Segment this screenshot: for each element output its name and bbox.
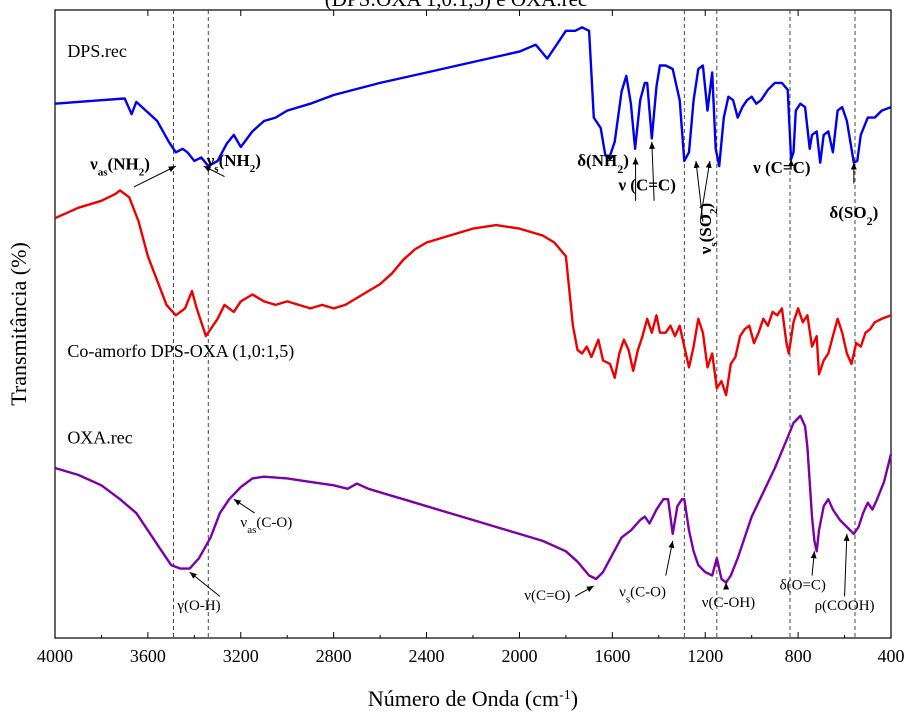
dashed-reference-lines <box>172 10 856 638</box>
series-line-1 <box>54 189 892 397</box>
chart-title: (DPS:OXA 1,0:1,5) e OXA.rec <box>0 0 912 12</box>
annotation-arrow-6 <box>693 160 704 222</box>
sub-annotation-label-0: νas(NH2) <box>89 155 150 179</box>
series-label-0: DPS.rec <box>67 41 127 61</box>
annotation-arrow-11 <box>574 585 594 597</box>
series-label-1: Co-amorfo DPS-OXA (1,0:1,5) <box>67 341 294 362</box>
annotation-arrow-1 <box>203 165 225 177</box>
spectra-series <box>54 26 893 584</box>
x-tick-label: 400 <box>878 646 905 666</box>
y-axis-label: Transmitância (%) <box>6 242 31 406</box>
x-tick-label: 4000 <box>37 646 73 666</box>
annotation-arrow-15 <box>843 533 850 597</box>
x-axis-label: Número de Onda (cm-1) <box>368 686 578 711</box>
sub-annotation-label-2: νas(C-O) <box>240 515 292 536</box>
annotation-arrow-0 <box>133 165 176 188</box>
annotation-arrow-10 <box>189 571 221 597</box>
x-axis-ticks: 4000 3600 3200 2800 2400 2000 1600 1200 800 400 <box>37 10 905 666</box>
annotation-label-7: ν(C-OH) <box>702 595 755 611</box>
x-tick-label: 1200 <box>687 646 723 666</box>
annotation-label-5: δ(O=C) <box>780 577 826 593</box>
annotation-arrow-14 <box>810 551 817 576</box>
annotation-label-0: δ(NH2) <box>577 151 629 176</box>
annotation-arrow-4 <box>649 141 656 201</box>
annotation-label-1: ν (C=C) <box>617 175 675 194</box>
annotation-label-8: γ(O-H) <box>176 598 220 614</box>
x-tick-label: 800 <box>785 646 812 666</box>
x-tick-label: 3200 <box>223 646 259 666</box>
sub-annotation-label-3: νs(C-O) <box>619 584 666 605</box>
series-labels: DPS.rec Co-amorfo DPS-OXA (1,0:1,5) OXA.re… <box>67 41 294 448</box>
x-tick-label: 2400 <box>409 646 445 666</box>
annotation-arrow-9 <box>233 498 255 514</box>
series-line-2 <box>54 414 893 584</box>
x-tick-label: 2800 <box>316 646 352 666</box>
x-tick-label: 1600 <box>594 646 630 666</box>
annotation-label-4: ν(C=O) <box>524 588 570 604</box>
sub-annotation-label-1: νs(NH2) <box>206 151 261 175</box>
series-label-2: OXA.rec <box>67 428 132 448</box>
series-line-0 <box>54 26 892 168</box>
annotation-arrow-5 <box>700 160 712 219</box>
x-tick-label: 2000 <box>501 646 537 666</box>
annotation-label-2: ν (C=C) <box>752 158 810 177</box>
annotation-label-3: δ(SO2) <box>829 203 878 228</box>
vertical-annotation-label: νs(SO2) <box>696 203 720 255</box>
annotation-arrow-12 <box>665 540 675 576</box>
x-tick-label: 3600 <box>130 646 166 666</box>
annotation-arrow-2 <box>606 155 615 162</box>
peak-annotations: δ(NH2)ν (C=C)ν (C=C)δ(SO2)ν(C=O)δ(O=C)ρ(… <box>89 141 878 614</box>
annotation-label-6: ρ(COOH) <box>815 598 875 614</box>
